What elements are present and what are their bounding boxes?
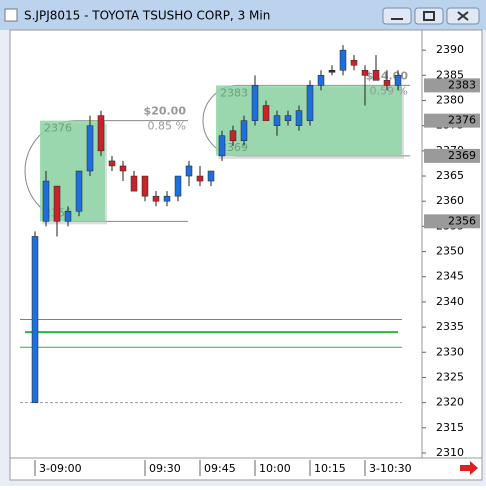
measure-percent: 0.59 % — [370, 84, 408, 97]
candle-body — [262, 105, 270, 121]
measure-high-label: 2383 — [220, 86, 248, 99]
price-marker — [424, 78, 480, 93]
y-tick-label: 2310 — [436, 446, 464, 459]
candle-body — [141, 175, 149, 197]
candle-body — [207, 170, 215, 182]
candle-body — [119, 165, 127, 172]
y-tick-label: 2315 — [436, 421, 464, 434]
y-tick-label: 2360 — [436, 194, 464, 207]
scroll-arrow[interactable] — [460, 461, 478, 475]
candle-body — [86, 125, 94, 172]
price-marker-label: 2383 — [448, 78, 476, 91]
candle-body — [31, 236, 39, 403]
price-marker — [424, 113, 480, 128]
candle-body — [75, 170, 83, 212]
measure-percent: 0.85 % — [148, 120, 186, 133]
candle-body — [163, 195, 171, 202]
measure-box — [40, 120, 105, 222]
price-marker — [424, 214, 480, 229]
candle-body — [64, 211, 72, 222]
close-glyph — [457, 11, 469, 21]
time-axis — [9, 457, 483, 481]
maximize-glyph — [423, 11, 435, 21]
candle-body — [152, 195, 160, 202]
price-axis — [421, 29, 483, 459]
candle-body — [372, 70, 380, 81]
candle-body — [295, 110, 303, 126]
price-marker-label: 2376 — [448, 114, 476, 127]
candle-body — [97, 115, 105, 152]
candle-body — [185, 165, 193, 177]
candle-body — [251, 85, 259, 121]
y-tick-label: 2380 — [436, 93, 464, 106]
candle-body — [317, 75, 325, 86]
x-tick-label: 10:15 — [314, 462, 346, 475]
candle-body — [383, 80, 391, 86]
y-tick-label: 2320 — [436, 396, 464, 409]
y-tick-label: 2385 — [436, 68, 464, 81]
maximize-button[interactable] — [414, 7, 444, 25]
y-tick-label: 2345 — [436, 270, 464, 283]
candle-body — [240, 120, 248, 142]
candle-body — [53, 185, 61, 222]
candle-body — [42, 180, 50, 222]
x-tick-label: 3-10:30 — [369, 462, 412, 475]
candle-body — [229, 130, 237, 142]
window-buttons[interactable] — [382, 7, 480, 25]
y-tick-label: 2365 — [436, 169, 464, 182]
y-tick-label: 2325 — [436, 370, 464, 383]
candle-body — [273, 115, 281, 126]
measure-low-label: 2369 — [220, 141, 248, 154]
x-tick-label: 3-09:00 — [39, 462, 82, 475]
candle-body — [174, 175, 182, 197]
candle-body — [350, 59, 358, 66]
candle-body — [130, 175, 138, 192]
candle-body — [339, 49, 347, 71]
x-tick-label: 09:30 — [149, 462, 181, 475]
y-tick-label: 2330 — [436, 345, 464, 358]
app-icon — [4, 8, 18, 22]
minimize-button[interactable] — [382, 7, 412, 25]
y-tick-label: 2340 — [436, 295, 464, 308]
price-marker-label: 2369 — [448, 149, 476, 162]
y-tick-label: 2335 — [436, 320, 464, 333]
measure-high-label: 2376 — [44, 122, 72, 135]
y-tick-label: 2390 — [436, 43, 464, 56]
measure-change: $20.00 — [144, 105, 187, 118]
y-tick-label: 2350 — [436, 245, 464, 258]
candle-body — [361, 70, 369, 76]
candle-body — [394, 75, 402, 86]
candle-body — [196, 175, 204, 182]
x-tick-label: 10:00 — [259, 462, 291, 475]
candle-body — [328, 70, 336, 73]
candle-body — [108, 160, 116, 167]
candle-body — [306, 85, 314, 121]
window-title: S.JPJ8015 - TOYOTA TSUSHO CORP, 3 Min — [24, 9, 270, 23]
price-marker — [424, 148, 480, 163]
price-marker-label: 2356 — [448, 214, 476, 227]
candle-body — [284, 115, 292, 121]
x-tick-label: 09:45 — [204, 462, 236, 475]
candle-body — [218, 135, 226, 157]
